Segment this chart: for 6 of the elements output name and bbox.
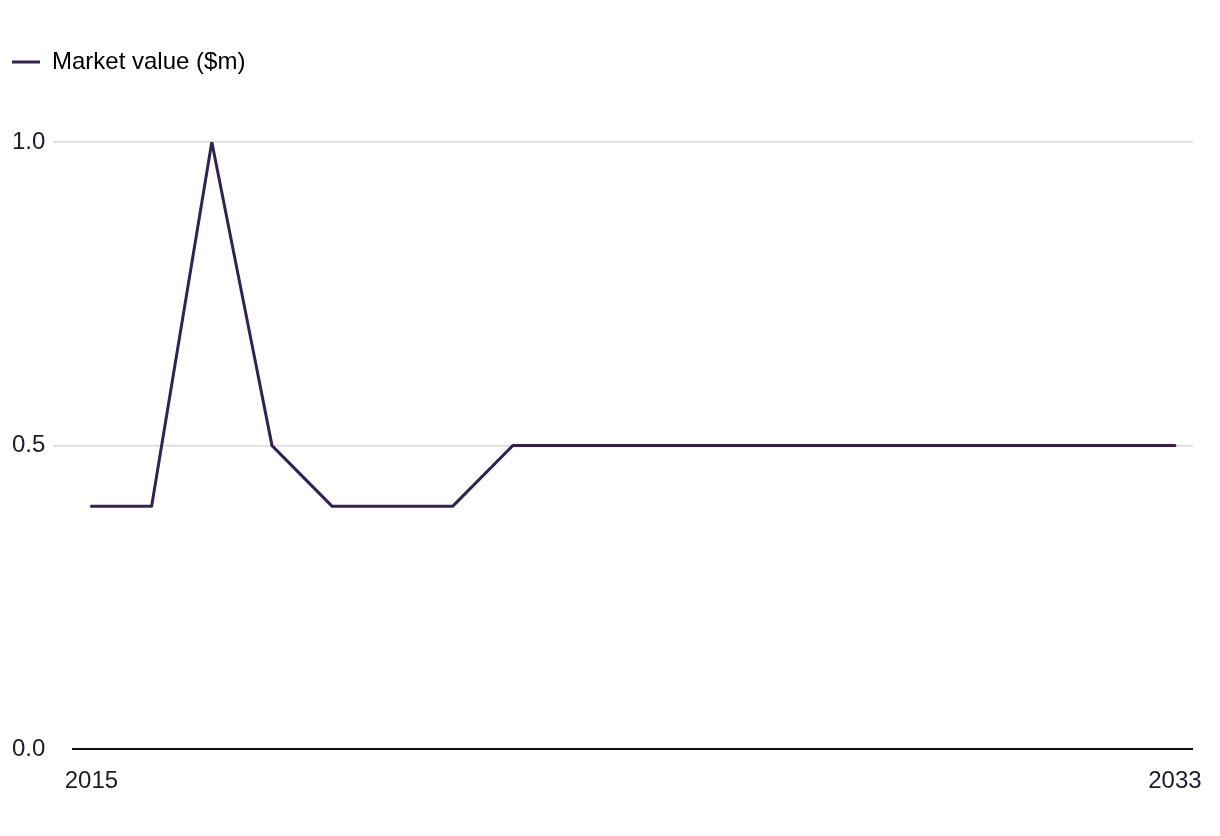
legend-label: Market value ($m) (52, 46, 246, 74)
y-tick-label: 0.0 (12, 733, 46, 761)
x-tick-label: 2033 (1148, 766, 1202, 794)
x-tick-label: 2015 (64, 766, 119, 794)
y-tick-label: 0.5 (12, 430, 46, 458)
y-tick-label: 1.0 (12, 126, 46, 154)
